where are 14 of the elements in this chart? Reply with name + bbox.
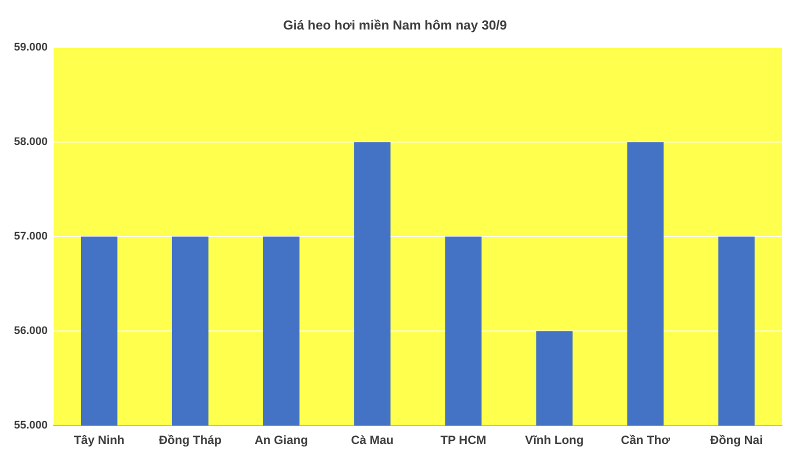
x-tick-label: Vĩnh Long <box>525 433 584 448</box>
x-tick-label: Cà Mau <box>350 433 394 448</box>
x-tick-label: Cần Thơ <box>620 433 670 448</box>
y-tick-label: 55.000 <box>14 420 48 432</box>
x-tick-label: Đồng Nai <box>710 433 763 448</box>
y-tick-label: 58.000 <box>14 136 48 148</box>
x-tick-label: TP HCM <box>440 433 486 448</box>
chart-title: Giá heo hơi miền Nam hôm nay 30/9 <box>283 17 507 32</box>
x-tick-label: An Giang <box>254 433 308 448</box>
y-tick-label: 57.000 <box>14 230 48 243</box>
x-tick-label: Đồng Tháp <box>158 433 222 448</box>
x-tick-label: Tây Ninh <box>74 433 125 448</box>
y-tick-label: 59.000 <box>14 42 48 54</box>
y-tick-label: 56.000 <box>14 325 48 338</box>
